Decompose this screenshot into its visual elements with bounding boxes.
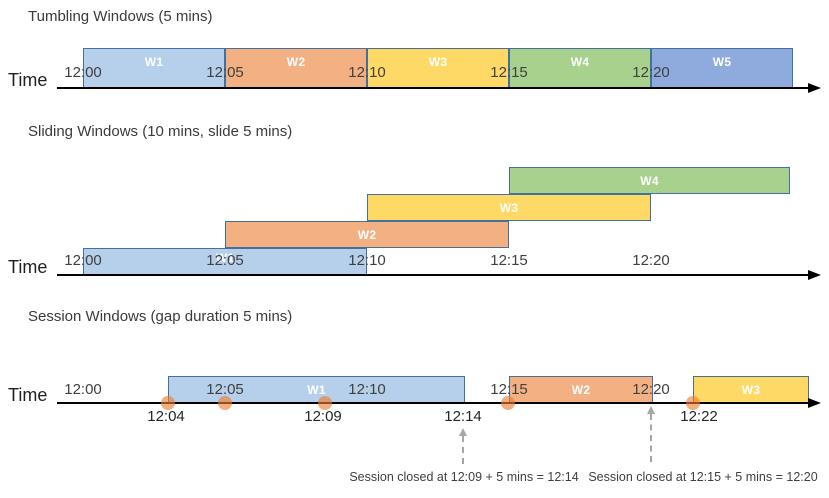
section-title-tumbling: Tumbling Windows (5 mins) — [28, 8, 213, 25]
tick-label: 12:05 — [206, 252, 244, 269]
section-title-session: Session Windows (gap duration 5 mins) — [28, 308, 293, 325]
tick-label: 12:10 — [348, 252, 386, 269]
window-bar-w2: W2 — [225, 221, 509, 248]
bar-label: W1 — [144, 55, 164, 69]
window-bar-w2: W2 — [225, 48, 367, 88]
time-axis — [57, 402, 810, 404]
section-title-sliding: Sliding Windows (10 mins, slide 5 mins) — [28, 123, 293, 140]
axis-arrowhead-icon — [808, 398, 821, 408]
bar-label: W3 — [499, 200, 519, 215]
window-bar-w4: W4 — [509, 48, 651, 88]
tick-label: 12:20 — [632, 64, 670, 81]
event-dot — [161, 396, 175, 410]
time-axis-label: Time — [8, 385, 48, 405]
tick-label: 12:15 — [490, 252, 528, 269]
event-dot — [501, 396, 515, 410]
tick-label: 12:05 — [206, 64, 244, 81]
dashed-arrow-icon — [647, 406, 655, 462]
window-bar-w5: W5 — [651, 48, 793, 88]
axis-arrowhead-icon — [808, 270, 821, 280]
bar-label: W3 — [741, 382, 761, 397]
session-closed-annotation: Session closed at 12:09 + 5 mins = 12:14 — [349, 470, 579, 484]
window-bar-w3: W3 — [367, 48, 509, 88]
bar-label: W2 — [571, 382, 591, 397]
event-time-label: 12:22 — [680, 408, 718, 425]
bar-label: W4 — [640, 173, 659, 188]
tick-label: 12:15 — [490, 381, 528, 398]
window-bar-w1: W1 — [83, 248, 367, 275]
bar-label: W2 — [286, 55, 306, 69]
bar-label: W1 — [307, 382, 326, 397]
time-axis-label: Time — [8, 257, 48, 277]
bar-label: W5 — [712, 55, 732, 69]
time-axis-label: Time — [8, 70, 48, 90]
bar-label: W1 — [215, 250, 235, 265]
event-time-label: 12:04 — [147, 408, 185, 425]
window-bar-w3: W3 — [367, 194, 651, 221]
window-bar-w1: W1 — [83, 48, 225, 88]
window-bar-w3: W3 — [693, 376, 809, 403]
bar-label: W3 — [428, 55, 448, 69]
event-dot — [218, 396, 232, 410]
tick-label: 12:10 — [348, 381, 386, 398]
event-time-label: 12:14 — [444, 408, 482, 425]
time-axis — [57, 87, 810, 89]
bar-label: W2 — [357, 227, 377, 242]
tick-label: 12:00 — [64, 381, 102, 398]
window-bar-w4: W4 — [509, 167, 790, 194]
event-time-label: 12:09 — [304, 408, 342, 425]
window-bar-w2: W2 — [509, 376, 653, 403]
time-axis — [57, 274, 810, 276]
event-dot — [318, 396, 332, 410]
bar-label: W4 — [570, 55, 590, 69]
tick-label: 12:00 — [64, 64, 102, 81]
axis-arrowhead-icon — [808, 83, 821, 93]
dashed-arrow-icon — [459, 428, 467, 464]
tick-label: 12:00 — [64, 252, 102, 269]
tick-label: 12:05 — [206, 381, 244, 398]
tick-label: 12:15 — [490, 64, 528, 81]
tick-label: 12:10 — [348, 64, 386, 81]
tick-label: 12:20 — [632, 381, 670, 398]
event-dot — [686, 396, 700, 410]
session-closed-annotation: Session closed at 12:15 + 5 mins = 12:20 — [588, 470, 818, 484]
tick-label: 12:20 — [632, 252, 670, 269]
